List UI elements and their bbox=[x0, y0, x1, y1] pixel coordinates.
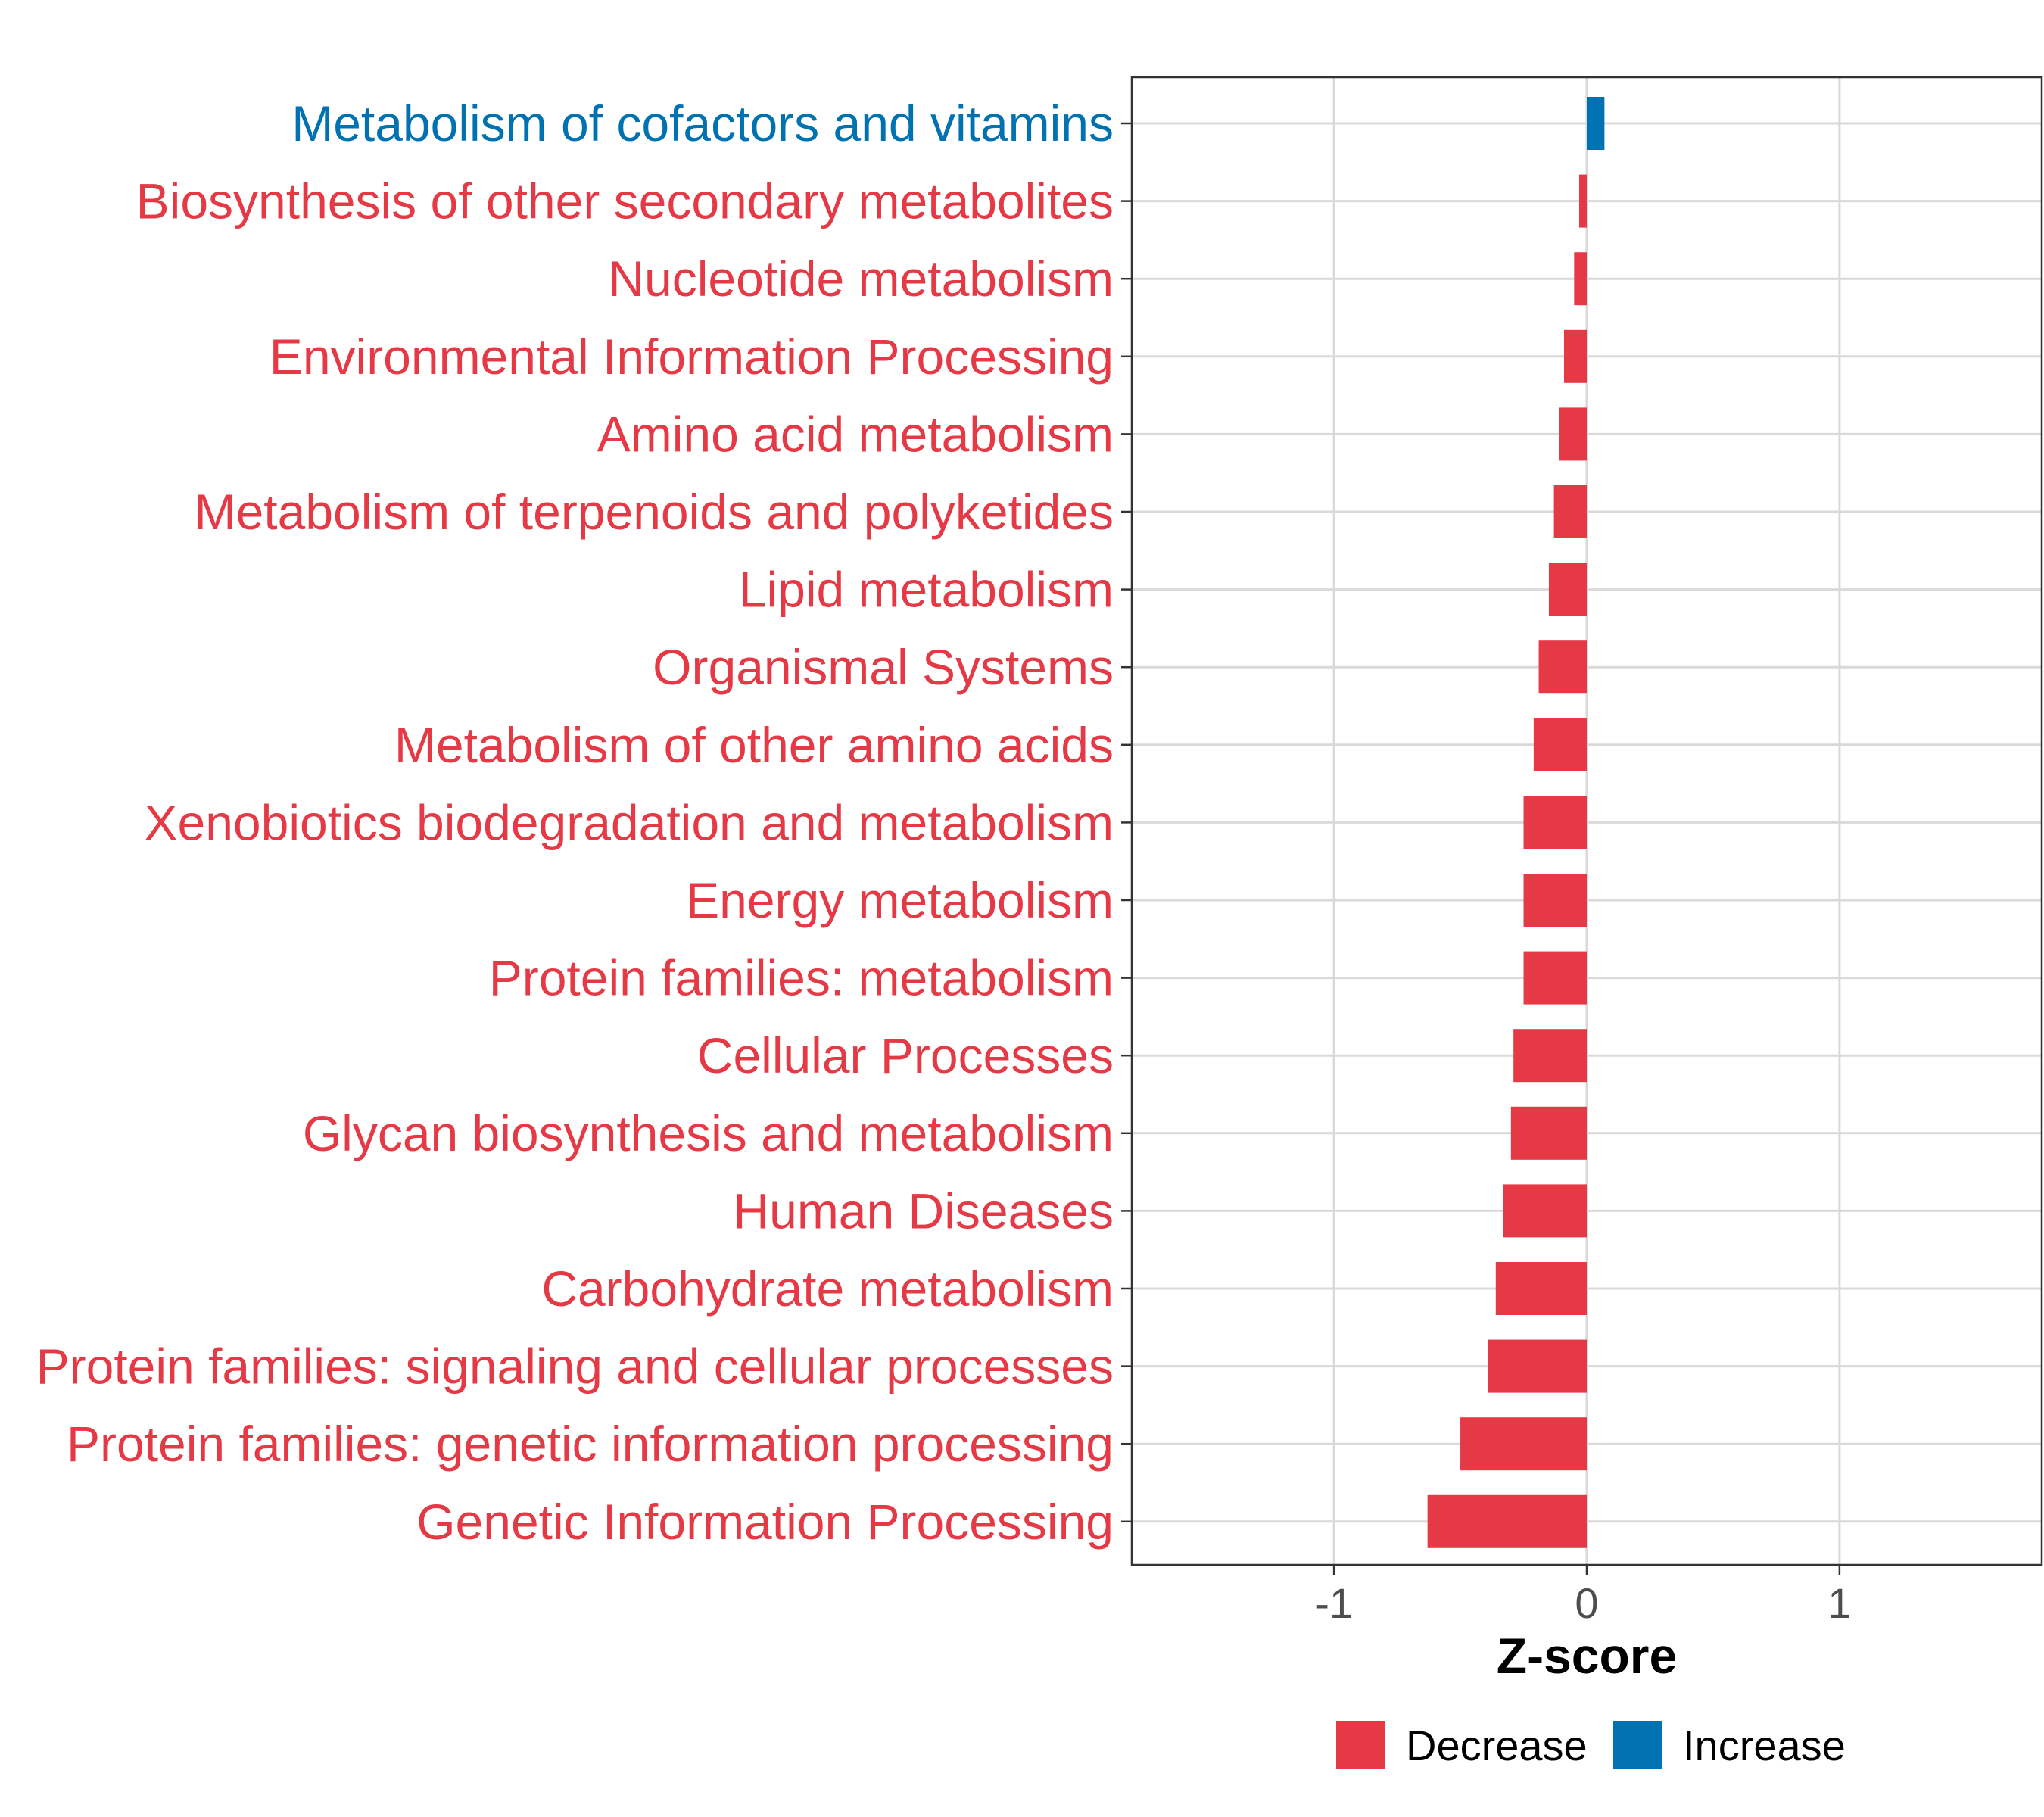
x-axis-labels: -1 0 1 bbox=[1315, 1579, 1851, 1627]
bar bbox=[1488, 1339, 1587, 1393]
legend-label: Decrease bbox=[1406, 1722, 1588, 1769]
x-axis-title: Z-score bbox=[1497, 1628, 1677, 1684]
y-tick-label: Energy metabolism bbox=[686, 872, 1114, 928]
bar bbox=[1578, 174, 1587, 228]
x-axis-ticks bbox=[1332, 1565, 1841, 1575]
y-tick-label: Human Diseases bbox=[733, 1183, 1114, 1239]
legend: Decrease Increase bbox=[1336, 1721, 1846, 1769]
legend-swatch bbox=[1613, 1721, 1662, 1769]
y-tick-label: Xenobiotics biodegradation and metabolis… bbox=[145, 794, 1114, 850]
bar bbox=[1538, 640, 1587, 694]
y-tick-label: Protein families: genetic information pr… bbox=[67, 1416, 1114, 1472]
y-tick-label: Metabolism of terpenoids and polyketides bbox=[195, 484, 1114, 540]
bar bbox=[1574, 252, 1587, 306]
y-axis-labels: Metabolism of cofactors and vitamins Bios… bbox=[36, 95, 1114, 1550]
y-tick-label: Nucleotide metabolism bbox=[608, 251, 1114, 307]
bar bbox=[1503, 1184, 1587, 1238]
bar bbox=[1533, 718, 1587, 771]
y-tick-label: Amino acid metabolism bbox=[597, 406, 1114, 462]
y-tick-label: Genetic Information Processing bbox=[416, 1494, 1114, 1550]
y-tick-label: Lipid metabolism bbox=[739, 562, 1114, 618]
y-tick-label: Protein families: metabolism bbox=[489, 950, 1114, 1006]
bar bbox=[1523, 796, 1587, 849]
bar bbox=[1495, 1262, 1587, 1315]
x-tick-label: -1 bbox=[1315, 1579, 1353, 1627]
bar bbox=[1523, 951, 1587, 1005]
bar bbox=[1513, 1029, 1587, 1083]
y-tick-label: Metabolism of other amino acids bbox=[394, 717, 1114, 773]
x-tick-label: 1 bbox=[1827, 1579, 1851, 1627]
bar bbox=[1523, 874, 1587, 927]
bars bbox=[1427, 97, 1605, 1548]
legend-label: Increase bbox=[1683, 1722, 1846, 1769]
y-tick-label: Environmental Information Processing bbox=[270, 329, 1114, 385]
y-axis-ticks bbox=[1121, 122, 1132, 1523]
y-tick-label: Carbohydrate metabolism bbox=[541, 1261, 1114, 1317]
bar bbox=[1460, 1417, 1587, 1471]
bar bbox=[1587, 97, 1605, 150]
bar bbox=[1510, 1106, 1587, 1160]
legend-swatch bbox=[1336, 1721, 1385, 1769]
bar bbox=[1427, 1494, 1587, 1548]
y-tick-label: Protein families: signaling and cellular… bbox=[36, 1339, 1114, 1395]
bar bbox=[1553, 485, 1587, 538]
x-tick-label: 0 bbox=[1575, 1579, 1598, 1627]
y-tick-label: Organismal Systems bbox=[653, 639, 1114, 695]
bar bbox=[1548, 563, 1587, 616]
bar bbox=[1563, 329, 1587, 383]
bar bbox=[1559, 407, 1587, 461]
y-tick-label: Glycan biosynthesis and metabolism bbox=[303, 1105, 1114, 1161]
y-tick-label: Cellular Processes bbox=[697, 1027, 1114, 1083]
y-tick-label: Biosynthesis of other secondary metaboli… bbox=[136, 173, 1114, 229]
y-tick-label: Metabolism of cofactors and vitamins bbox=[291, 95, 1114, 151]
